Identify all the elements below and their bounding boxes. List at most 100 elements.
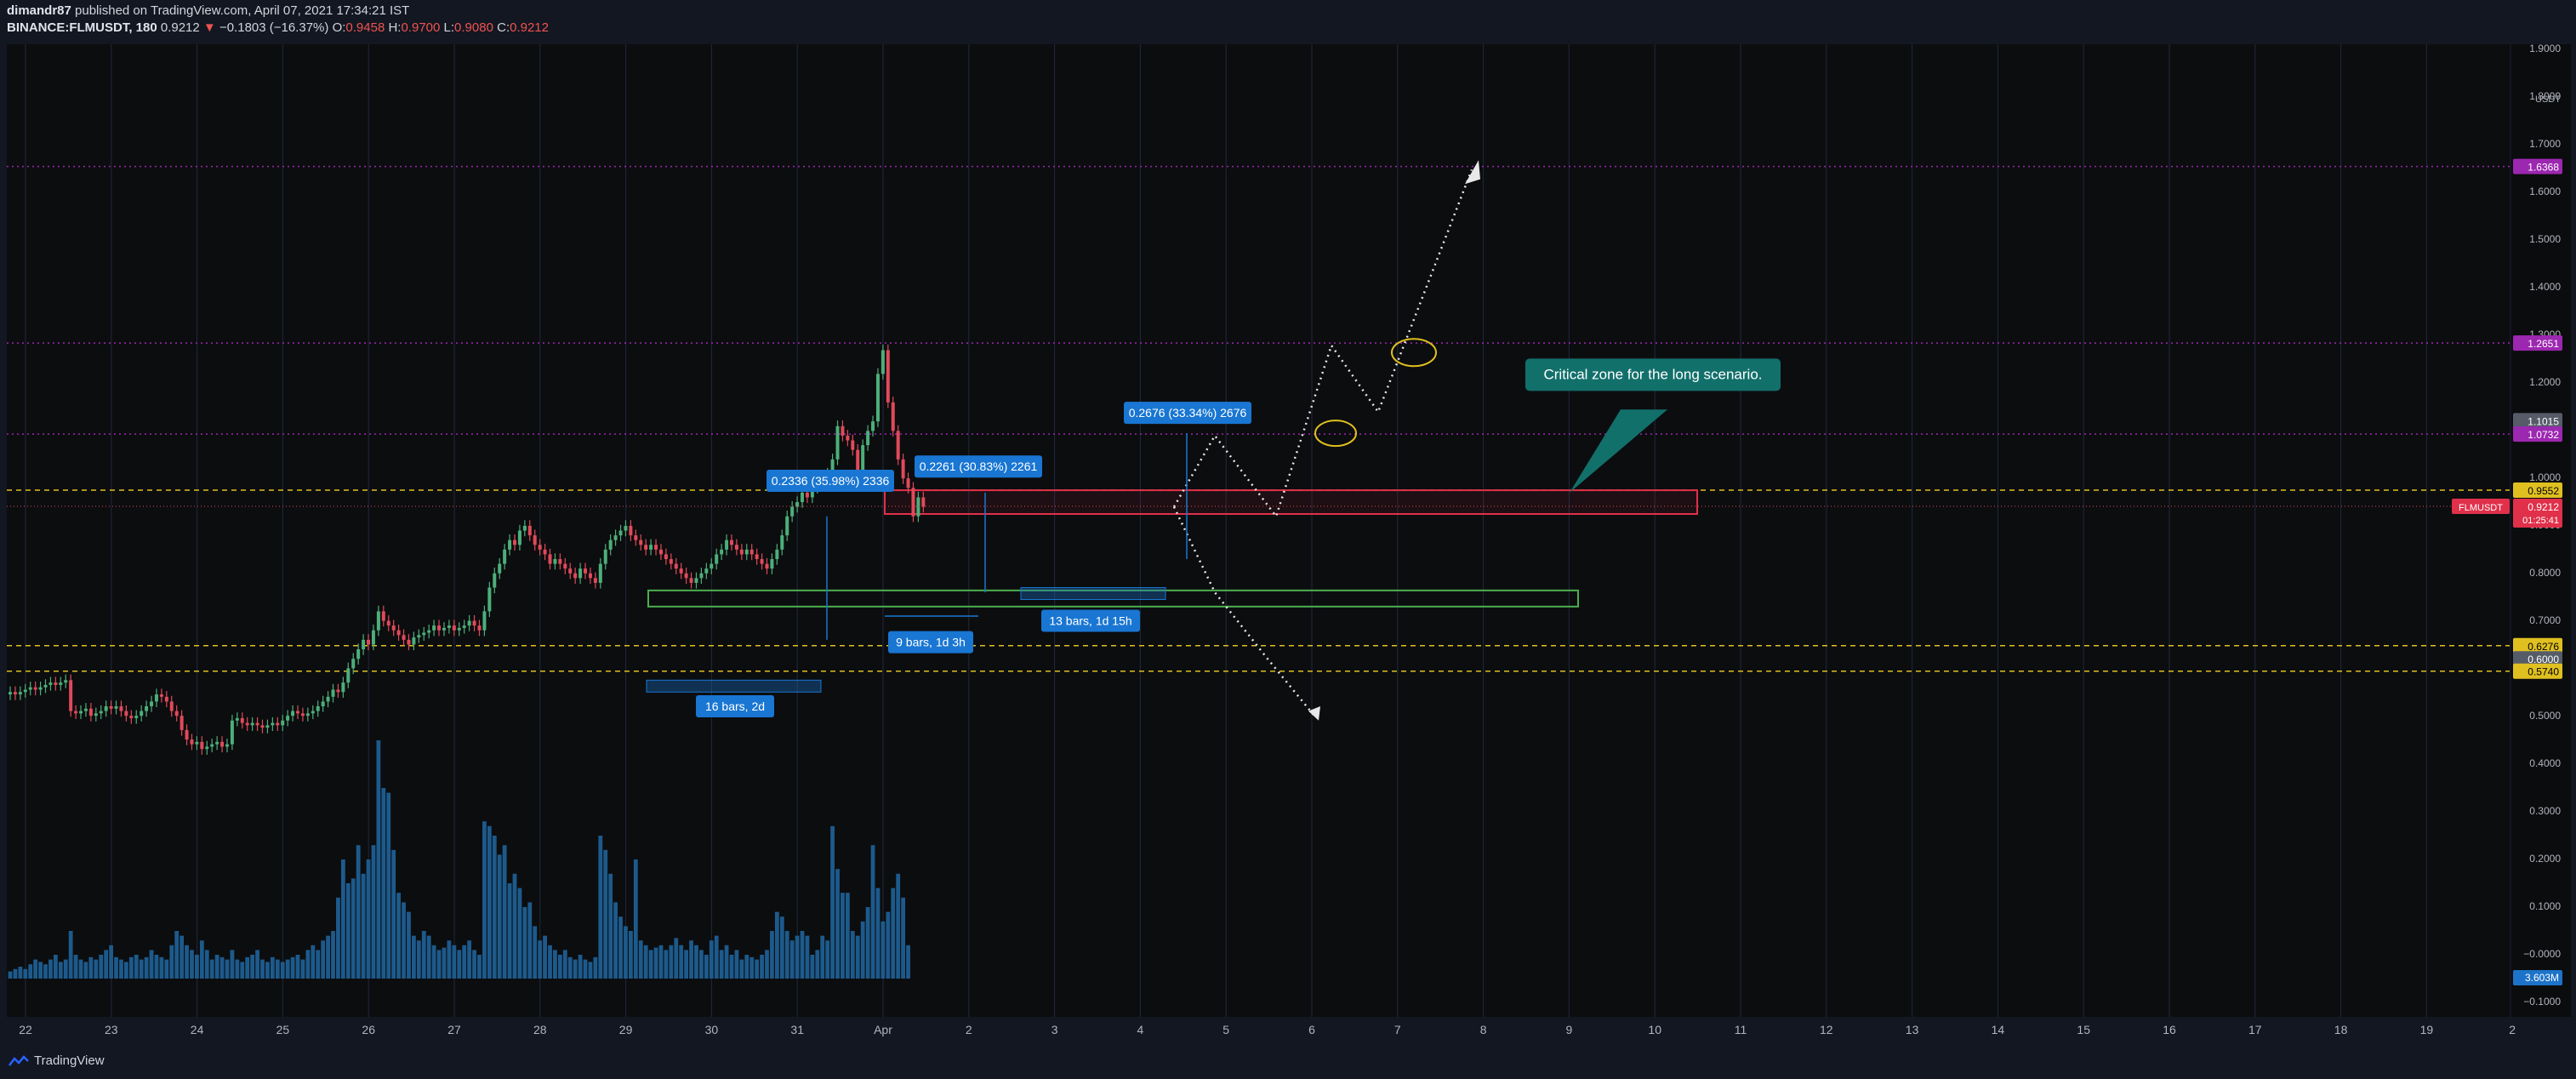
x-tick-label: 7: [1394, 1023, 1401, 1036]
price-level-tag: [2513, 637, 2562, 654]
candle-body: [886, 350, 890, 402]
volume-bar: [416, 940, 421, 979]
volume-bar: [517, 888, 522, 979]
plot-area[interactable]: [7, 44, 2510, 1017]
y-tick-label: 0.4000: [2529, 757, 2561, 769]
measure-label: 0.2336 (35.98%) 2336: [772, 474, 890, 488]
candle-body: [760, 559, 764, 564]
candle-body: [305, 713, 310, 716]
volume-bar: [567, 956, 573, 979]
last-price: 0.9212: [160, 20, 200, 35]
bars-label-box[interactable]: [888, 631, 973, 654]
candle-body: [866, 431, 870, 446]
volume-bar: [356, 845, 361, 979]
candle-body: [134, 716, 139, 718]
volume-tag: [2513, 970, 2562, 985]
volume-bar: [381, 788, 386, 979]
volume-bar: [603, 849, 608, 979]
candle-body: [634, 535, 638, 540]
measure-label-box[interactable]: [915, 455, 1042, 478]
highlight-ellipse[interactable]: [1391, 338, 1437, 368]
volume-bar: [815, 950, 820, 979]
volume-bar: [240, 962, 245, 979]
open-label: O:: [332, 20, 346, 35]
candle-body: [341, 682, 345, 693]
price-chart[interactable]: 22 23 24 25 26 27 28 29 30 31 Apr 2 3 4 5 6 7 8 9 10 11 12 13 1…: [0, 41, 2576, 1045]
candle-body: [99, 711, 103, 714]
measure-label-box[interactable]: [767, 469, 894, 492]
candle-body: [457, 627, 461, 631]
candle-body: [775, 549, 779, 560]
volume-bar: [285, 959, 290, 979]
volume-bar: [638, 940, 643, 979]
candle-body: [543, 549, 547, 555]
candle-body: [618, 530, 623, 536]
publish-line: dimandr87 published on TradingView.com, …: [7, 3, 409, 18]
volume-bar: [800, 931, 805, 979]
volume-bar: [376, 740, 381, 979]
y-tick-label: 0.8000: [2529, 567, 2561, 579]
author-name[interactable]: dimandr87: [7, 3, 71, 18]
volume-bar: [729, 955, 734, 979]
volume-bar: [345, 883, 350, 979]
volume-bar: [906, 945, 910, 979]
candle-body: [402, 635, 406, 640]
measure-label: 0.2261 (30.83%) 2261: [920, 460, 1038, 473]
support-zone-box[interactable]: [647, 589, 1579, 608]
volume-bar: [260, 959, 265, 979]
measure-label-box[interactable]: [1124, 402, 1251, 425]
price-scale[interactable]: [2511, 44, 2571, 1017]
volume-bar: [618, 916, 623, 979]
y-tick-label: 1.0000: [2529, 471, 2561, 483]
volume-bar: [562, 950, 567, 979]
volume-bar: [73, 955, 78, 979]
volume-bar: [255, 950, 259, 979]
bars-label-box[interactable]: [696, 695, 774, 717]
volume-bar: [512, 873, 517, 979]
volume-bar: [633, 859, 638, 979]
candle-body: [881, 350, 885, 374]
candle-body: [291, 711, 295, 716]
candle-body: [321, 701, 325, 706]
high-label: H:: [388, 20, 402, 35]
candle-body: [508, 540, 512, 550]
y-tick-label: 1.8000: [2529, 90, 2561, 102]
price-level-label: 1.2651: [2528, 338, 2559, 350]
bars-label-box[interactable]: [1041, 609, 1140, 632]
candle-body: [795, 502, 800, 507]
volume-bar: [507, 883, 512, 979]
volume-bar: [835, 869, 840, 979]
candle-body: [396, 630, 401, 636]
callout-box[interactable]: [1525, 358, 1781, 391]
price-level-tag: [2513, 651, 2562, 667]
candle-body: [462, 625, 466, 628]
price-level-tag: [2513, 663, 2562, 679]
candle-body: [770, 559, 774, 569]
volume-bar: [48, 959, 53, 979]
volume-bar: [850, 931, 855, 979]
volume-bar: [361, 873, 366, 979]
volume-bar: [845, 893, 850, 979]
volume-bar: [63, 959, 68, 979]
volume-bar: [214, 955, 219, 979]
candle-body: [114, 706, 118, 709]
tradingview-brand[interactable]: TradingView: [9, 1053, 105, 1068]
volume-bar: [810, 955, 815, 979]
candle-body: [911, 488, 915, 517]
price-level-label: 0.6000: [2528, 654, 2559, 665]
candle-body: [427, 630, 431, 633]
y-tick-label: −0.1000: [2523, 996, 2561, 1008]
volume-bar: [185, 945, 189, 979]
volume-bar: [174, 931, 180, 979]
bars-label: 16 bars, 2d: [705, 699, 765, 713]
critical-zone-box[interactable]: [884, 489, 1698, 516]
volume-bar: [386, 792, 391, 979]
candle-body: [725, 540, 729, 550]
volume-bar: [744, 955, 749, 979]
symbol-name[interactable]: BINANCE:FLMUSDT, 180: [7, 20, 157, 35]
volume-bar: [436, 950, 442, 979]
candle-body: [588, 573, 592, 579]
highlight-ellipse[interactable]: [1314, 420, 1357, 448]
volume-bar: [366, 859, 371, 979]
bearish-scenario-path[interactable]: [1172, 506, 1315, 716]
